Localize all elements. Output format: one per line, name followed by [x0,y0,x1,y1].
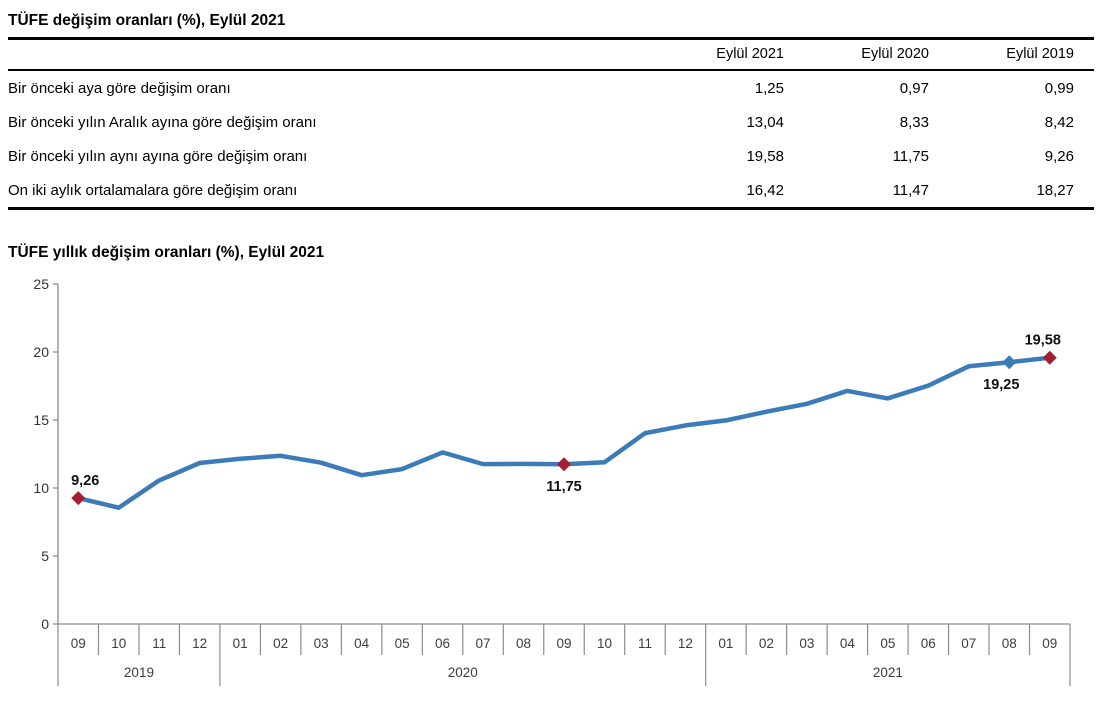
y-tick-label: 5 [41,548,49,564]
data-marker [1002,355,1017,370]
cell-value: 8,33 [899,114,929,131]
month-label: 02 [273,636,288,651]
chart-section: TÜFE yıllık değişim oranları (%), Eylül … [8,244,1094,700]
month-label: 11 [638,636,652,651]
data-label: 19,58 [1025,333,1061,349]
cell-value: 1,25 [754,80,784,97]
row-label: Bir önceki yılın aynı ayına göre değişim… [8,148,308,165]
month-label: 03 [314,636,329,651]
cell-value: 9,26 [1044,148,1074,165]
data-label: 11,75 [546,479,582,495]
y-tick-label: 20 [33,344,49,360]
y-tick-label: 10 [33,480,49,496]
month-label: 07 [961,636,976,651]
month-label: 09 [556,636,571,651]
month-label: 12 [678,636,693,651]
table-row: Bir önceki aya göre değişim oranı 1,25 0… [8,70,1094,105]
month-label: 08 [1002,636,1017,651]
y-tick-label: 15 [33,412,49,428]
table-title: TÜFE değişim oranları (%), Eylül 2021 [8,10,1094,40]
month-label: 03 [799,636,814,651]
cell-value: 8,42 [1044,114,1074,131]
cell-value: 13,04 [746,114,784,131]
month-label: 07 [476,636,491,651]
cell-value: 19,58 [746,148,784,165]
y-tick-label: 0 [41,616,49,632]
month-label: 04 [840,636,856,651]
month-label: 12 [192,636,207,651]
data-label: 9,26 [71,473,99,489]
month-label: 10 [597,636,612,651]
month-label: 06 [435,636,450,651]
row-label: Bir önceki yılın Aralık ayına göre değiş… [8,114,317,131]
month-label: 01 [233,636,248,651]
y-tick-label: 25 [33,276,49,292]
table-row: On iki aylık ortalamalara göre değişim o… [8,173,1094,210]
chart-title: TÜFE yıllık değişim oranları (%), Eylül … [8,244,325,261]
data-marker [1042,350,1057,365]
column-header-eylul-2020: Eylül 2020 [804,40,949,71]
month-label: 10 [111,636,126,651]
month-label: 05 [880,636,895,651]
month-label: 09 [71,636,86,651]
year-label: 2020 [448,665,478,680]
row-label: On iki aylık ortalamalara göre değişim o… [8,173,659,210]
month-label: 06 [921,636,936,651]
row-label: Bir önceki aya göre değişim oranı [8,80,231,97]
cell-value: 11,75 [892,148,929,165]
month-label: 08 [516,636,531,651]
month-label: 02 [759,636,774,651]
rates-table-section: TÜFE değişim oranları (%), Eylül 2021 Ey… [8,10,1094,210]
cell-value: 16,42 [659,173,804,210]
month-label: 09 [1042,636,1057,651]
table-row: Bir önceki yılın Aralık ayına göre değiş… [8,105,1094,139]
month-label: 01 [718,636,733,651]
month-label: 05 [395,636,410,651]
year-label: 2021 [873,665,903,680]
table-header-row: Eylül 2021 Eylül 2020 Eylül 2019 [8,40,1094,71]
column-header-eylul-2019: Eylül 2019 [949,40,1094,71]
column-header-eylul-2021: Eylül 2021 [659,40,804,71]
cell-value: 0,97 [899,80,929,97]
data-marker [71,491,86,506]
year-label: 2019 [124,665,154,680]
table-row: Bir önceki yılın aynı ayına göre değişim… [8,139,1094,173]
cell-value: 18,27 [949,173,1094,210]
cell-value: 0,99 [1044,80,1074,97]
tufe-rates-table: Eylül 2021 Eylül 2020 Eylül 2019 Bir önc… [8,40,1094,210]
column-header-empty [8,40,659,71]
cell-value: 11,47 [804,173,949,210]
data-label: 19,25 [983,377,1019,393]
data-marker [557,457,571,472]
month-label: 11 [152,636,166,651]
month-label: 04 [354,636,370,651]
